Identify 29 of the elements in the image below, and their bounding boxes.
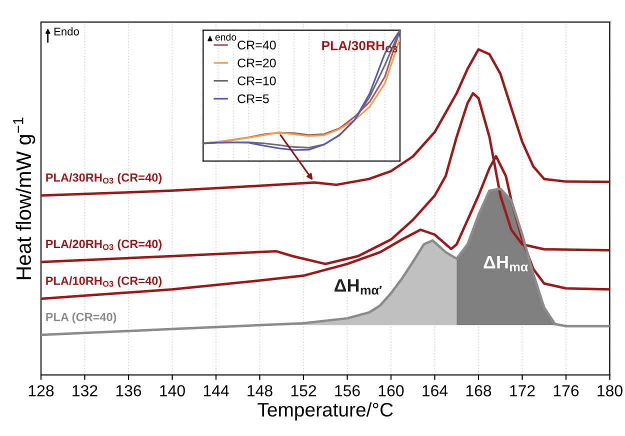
x-tick-label: 180 bbox=[598, 385, 622, 396]
x-tick-label: 160 bbox=[378, 385, 404, 396]
legend-label: CR=10 bbox=[238, 76, 276, 86]
legend-label: CR=5 bbox=[238, 94, 269, 104]
series-label: PLA/10RH$_{O3}$ (CR=40) bbox=[46, 276, 162, 288]
x-tick-label: 164 bbox=[422, 385, 448, 396]
x-tick-label: 152 bbox=[291, 385, 316, 396]
x-tick-label: 128 bbox=[28, 385, 54, 396]
text: Endo bbox=[54, 27, 79, 36]
annotation: endo bbox=[215, 33, 236, 41]
legend-label: CR=20 bbox=[238, 58, 276, 68]
text: PLA/30RH$_{O3}$ bbox=[322, 40, 398, 52]
x-tick-label: 156 bbox=[335, 385, 360, 396]
x-tick-label: 132 bbox=[72, 385, 98, 396]
x-tick-label: 144 bbox=[204, 385, 229, 396]
x-tick-label: 148 bbox=[248, 385, 272, 396]
x-tick-label: 172 bbox=[510, 385, 535, 396]
x-tick-label: 136 bbox=[116, 385, 142, 396]
y-axis-title: Heat flow/mW g$^{−1}$ bbox=[13, 118, 36, 280]
x-tick-label: 176 bbox=[554, 385, 579, 396]
series-label: PLA/30RH$_{O3}$ (CR=40) bbox=[46, 173, 162, 184]
x-axis-title: Temperature/°C bbox=[258, 402, 393, 420]
legend-label: CR=40 bbox=[238, 40, 276, 50]
x-tick-label: 140 bbox=[160, 385, 185, 396]
series-label: PLA/20RH$_{O3}$ (CR=40) bbox=[46, 239, 162, 250]
series-label: PLA (CR=40) bbox=[46, 312, 116, 324]
series-label: ΔH$_{mα}$ bbox=[484, 256, 528, 272]
series-label: ΔH$_{mα′}$ bbox=[334, 279, 382, 295]
x-tick-label: 168 bbox=[466, 385, 492, 396]
